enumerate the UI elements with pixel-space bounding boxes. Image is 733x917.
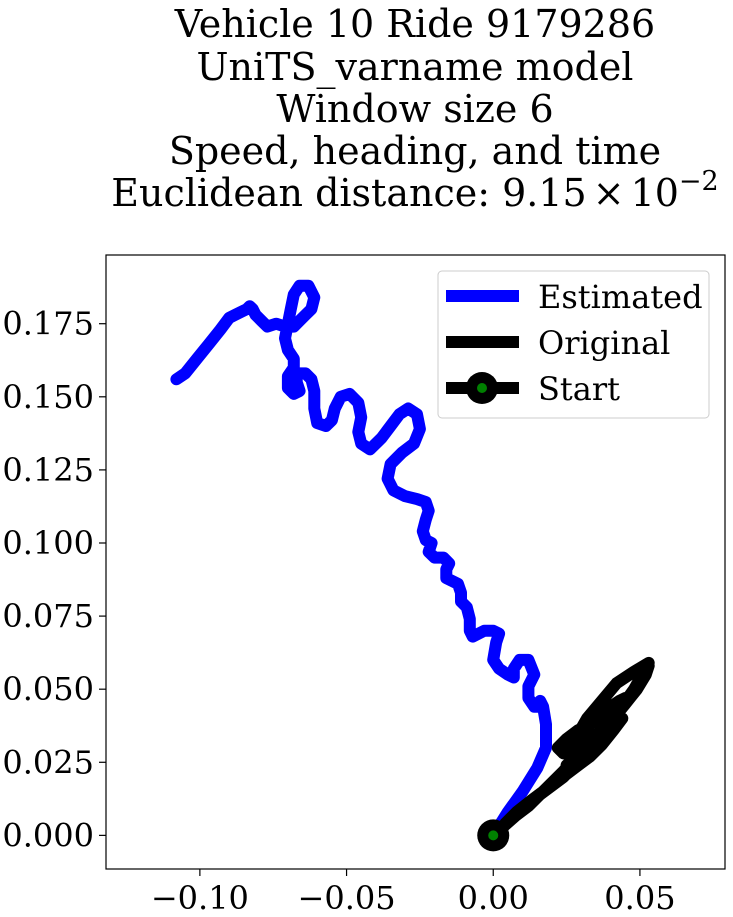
y-tick-label: 0.000: [2, 816, 94, 854]
start-marker-center: [488, 830, 499, 841]
distance-times: ×: [593, 171, 625, 215]
chart-title: Vehicle 10 Ride 9179286 UniTS_varname mo…: [111, 2, 718, 215]
x-tick-label: 0.05: [604, 879, 675, 917]
y-tick-label: 0.025: [2, 743, 94, 781]
y-tick-label: 0.175: [2, 305, 94, 343]
legend: Estimated Original Start: [437, 270, 710, 419]
y-tick-label: 0.150: [2, 378, 94, 416]
title-line-4: Speed, heading, and time: [169, 129, 661, 173]
y-tick-label: 0.100: [2, 524, 94, 562]
legend-label-original: Original: [538, 324, 670, 362]
series-line-original: [487, 656, 655, 842]
distance-exponent: −2: [679, 166, 719, 197]
x-tick-label: −0.05: [298, 879, 396, 917]
title-line-1: Vehicle 10 Ride 9179286: [174, 2, 655, 46]
y-tick-label: 0.050: [2, 670, 94, 708]
legend-label-estimated: Estimated: [538, 278, 703, 316]
title-line-2: UniTS_varname model: [197, 45, 634, 90]
y-axis: 0.000 0.025 0.050 0.075 0.100 0.125 0.150 0.175: [2, 305, 106, 854]
plot-frame: [105, 254, 726, 870]
series-layer: [170, 279, 655, 852]
y-tick-label: 0.125: [2, 451, 94, 489]
x-tick-label: −0.10: [151, 879, 249, 917]
y-tick-label: 0.075: [2, 597, 94, 635]
distance-base: 10: [631, 171, 679, 215]
distance-mantissa: 9.15: [502, 171, 587, 215]
legend-label-start: Start: [538, 370, 620, 408]
legend-start-marker-center: [477, 383, 487, 393]
title-line-5: Euclidean distance: 9.15 × 10−2: [111, 166, 718, 215]
distance-label: Euclidean distance:: [111, 171, 502, 215]
title-line-3: Window size 6: [276, 87, 553, 131]
legend-box: [437, 270, 710, 419]
x-tick-label: 0.00: [458, 879, 529, 917]
series-line-estimated: [170, 279, 552, 842]
x-axis: −0.10 −0.05 0.00 0.05: [151, 869, 676, 917]
